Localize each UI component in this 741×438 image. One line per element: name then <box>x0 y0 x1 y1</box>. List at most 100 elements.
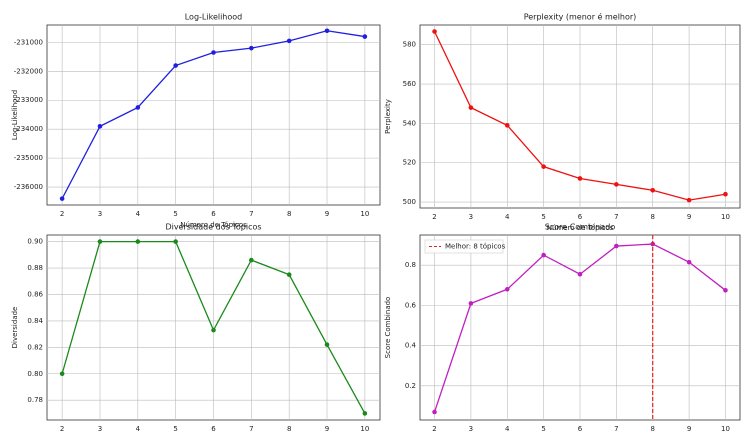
x-tick-label: 2 <box>60 210 64 218</box>
point <box>577 176 583 181</box>
x-tick-label: 6 <box>578 425 583 433</box>
y-axis-label: Log-Likelihood <box>11 90 19 140</box>
y-tick-label: 540 <box>403 119 416 127</box>
point <box>173 239 178 244</box>
point <box>135 239 141 244</box>
x-tick-label: 5 <box>173 425 177 433</box>
x-tick-label: 8 <box>650 425 654 433</box>
y-tick-label: -232000 <box>14 67 43 75</box>
point <box>362 34 368 39</box>
point <box>286 38 292 44</box>
x-tick-label: 6 <box>578 213 583 221</box>
point <box>468 105 474 110</box>
point <box>432 409 437 415</box>
point <box>249 257 254 263</box>
x-tick-label: 4 <box>136 210 141 218</box>
x-tick-label: 9 <box>325 210 329 218</box>
x-tick-label: 7 <box>249 210 253 218</box>
y-tick-label: -233000 <box>14 96 43 104</box>
y-tick-label: 0.2 <box>405 382 416 390</box>
y-tick-label: 0.84 <box>27 317 43 325</box>
point <box>541 252 546 258</box>
point <box>97 123 103 129</box>
x-tick-label: 2 <box>432 213 436 221</box>
x-tick-label: 10 <box>360 210 369 218</box>
chart-title: Perplexity (menor é melhor) <box>524 12 637 22</box>
point <box>211 50 216 55</box>
y-tick-label: -231000 <box>14 38 43 46</box>
chart-title: Score Combinado <box>545 223 616 232</box>
x-tick-label: 9 <box>687 213 691 221</box>
x-tick-label: 7 <box>249 425 253 433</box>
point <box>614 243 619 249</box>
point <box>324 28 330 34</box>
x-tick-label: 6 <box>211 425 216 433</box>
y-tick-label: 0.8 <box>405 261 416 269</box>
x-tick-label: 4 <box>136 425 141 433</box>
x-tick-label: 2 <box>432 425 436 433</box>
x-axis-label: Número de Tópicos <box>547 224 614 232</box>
point <box>686 197 692 203</box>
point <box>504 286 510 292</box>
x-axis-label: Número de Tópicos <box>180 221 247 229</box>
y-tick-label: -236000 <box>14 183 43 191</box>
point <box>723 191 728 197</box>
point <box>135 105 141 110</box>
point <box>650 187 656 193</box>
point <box>504 123 510 128</box>
y-axis-label: Perplexity <box>384 99 392 134</box>
point <box>468 301 474 306</box>
x-tick-label: 10 <box>721 425 730 433</box>
x-tick-label: 8 <box>287 210 291 218</box>
x-tick-label: 4 <box>505 213 510 221</box>
x-tick-label: 3 <box>469 213 473 221</box>
point <box>97 239 103 244</box>
x-tick-label: 10 <box>721 213 730 221</box>
x-tick-label: 7 <box>614 213 618 221</box>
point <box>211 327 216 333</box>
y-tick-label: 0.80 <box>27 370 43 378</box>
y-tick-label: 500 <box>403 198 416 206</box>
y-tick-label: 0.78 <box>27 396 43 404</box>
x-tick-label: 9 <box>687 425 691 433</box>
x-tick-label: 8 <box>287 425 291 433</box>
point <box>432 29 437 34</box>
x-tick-label: 3 <box>469 425 473 433</box>
point <box>59 371 65 377</box>
y-tick-label: 0.6 <box>405 301 417 309</box>
y-axis-label: Score Combinado <box>384 297 392 359</box>
legend-box <box>424 239 504 254</box>
x-tick-label: 3 <box>98 210 102 218</box>
x-tick-label: 5 <box>173 210 177 218</box>
y-tick-label: 560 <box>403 80 416 88</box>
y-tick-label: -234000 <box>14 125 43 133</box>
point <box>614 182 619 187</box>
x-tick-label: 9 <box>325 425 329 433</box>
point <box>173 63 178 68</box>
x-tick-label: 3 <box>98 425 102 433</box>
y-tick-label: 0.82 <box>27 343 43 351</box>
y-tick-label: -235000 <box>14 154 43 162</box>
point <box>324 342 330 347</box>
y-axis-label: Diversidade <box>11 307 19 349</box>
point <box>286 272 292 277</box>
point <box>577 271 583 277</box>
x-tick-label: 5 <box>541 425 545 433</box>
x-tick-label: 10 <box>360 425 369 433</box>
legend-label: Melhor: 8 tópicos <box>445 243 506 251</box>
point <box>362 411 368 416</box>
y-tick-label: 0.4 <box>405 342 417 350</box>
x-tick-label: 4 <box>505 425 510 433</box>
x-tick-label: 7 <box>614 425 618 433</box>
point <box>723 287 728 293</box>
point <box>541 164 546 169</box>
y-tick-label: 0.90 <box>27 238 43 246</box>
y-tick-label: 0.88 <box>27 264 43 272</box>
y-tick-label: 580 <box>403 41 416 49</box>
x-tick-label: 5 <box>541 213 545 221</box>
chart-title: Log-Likelihood <box>185 13 243 22</box>
point <box>686 259 692 265</box>
y-tick-label: 520 <box>403 159 416 167</box>
x-tick-label: 8 <box>650 213 654 221</box>
